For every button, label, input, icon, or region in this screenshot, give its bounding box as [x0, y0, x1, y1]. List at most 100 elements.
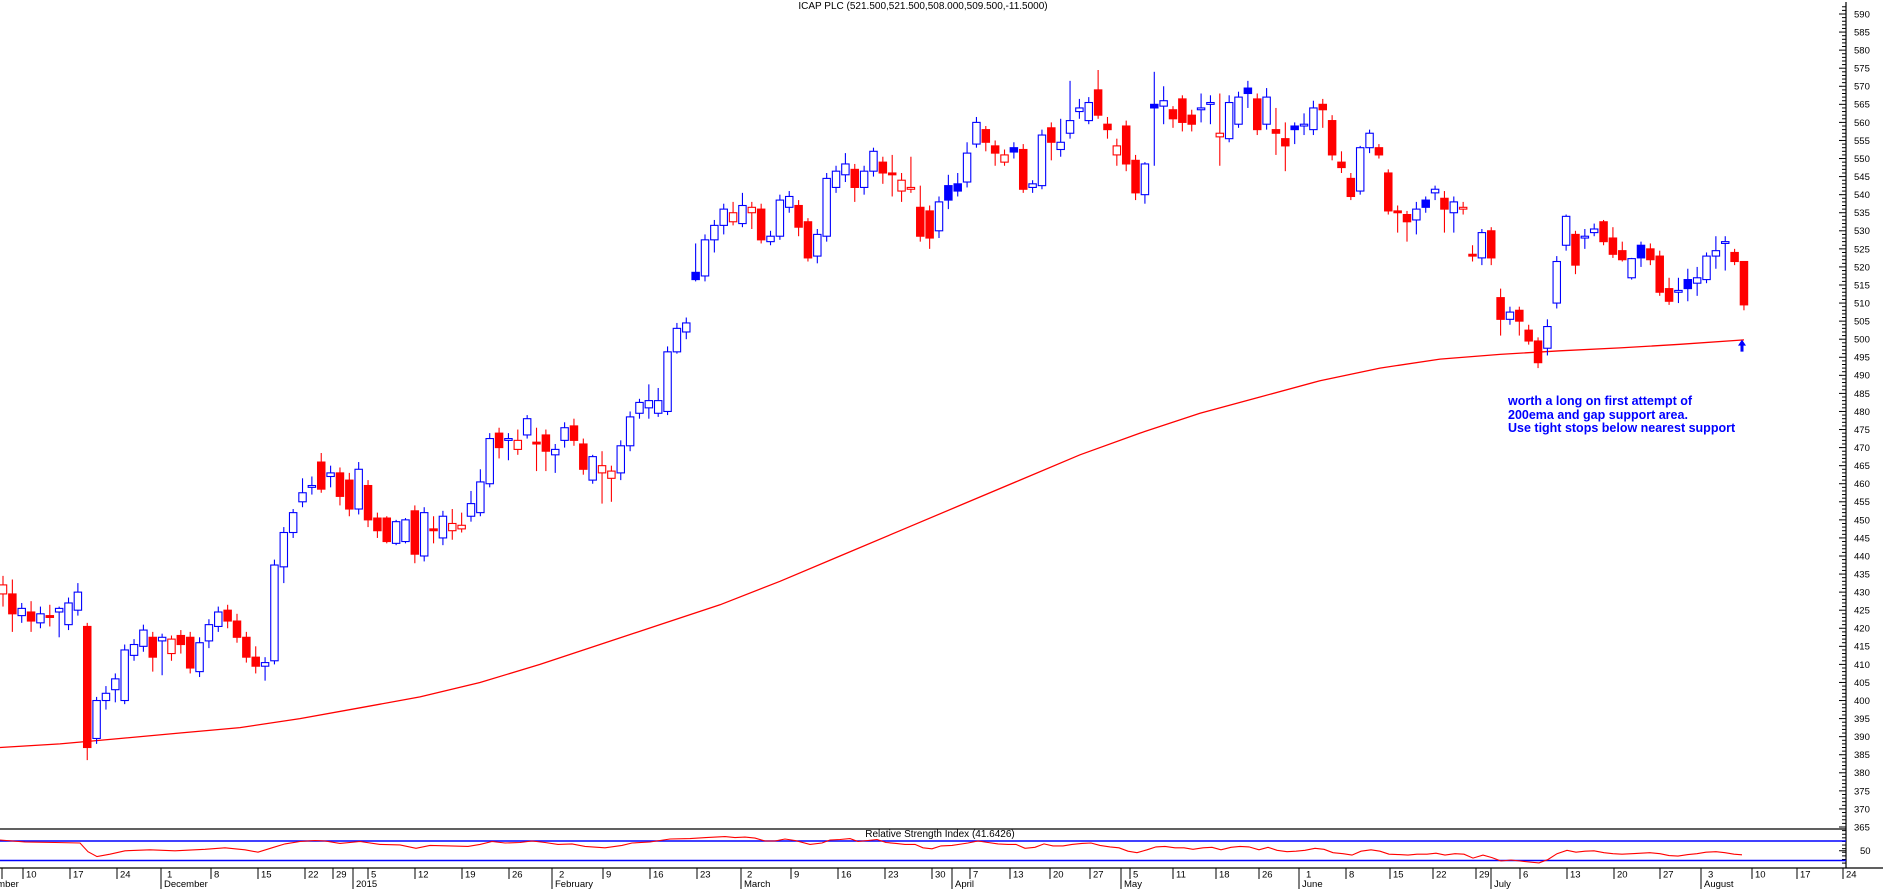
- price-axis-label: 555: [1854, 136, 1870, 147]
- candle-body: [129, 643, 139, 656]
- candle-body: [391, 521, 401, 544]
- candle-body: [139, 629, 148, 647]
- date-label: 13: [1570, 870, 1581, 881]
- candle-body: [663, 351, 672, 413]
- price-axis-label: 440: [1854, 551, 1870, 562]
- candle-body: [1655, 255, 1664, 293]
- price-axis-label: 570: [1854, 82, 1870, 93]
- candle-body: [728, 212, 738, 223]
- rsi-line: [0, 836, 1743, 864]
- date-label: 1: [167, 870, 172, 881]
- price-axis-label: 560: [1854, 118, 1870, 129]
- month-label: August: [1704, 879, 1734, 889]
- candle-body: [466, 503, 476, 517]
- candle-body: [1009, 147, 1019, 153]
- date-label: 30: [935, 870, 946, 881]
- date-label: 15: [1393, 870, 1404, 881]
- date-label: 2: [559, 870, 564, 881]
- price-axis-label: 370: [1854, 804, 1870, 815]
- candle-body: [120, 649, 129, 702]
- candle-body: [1561, 215, 1571, 246]
- candle-body: [644, 400, 654, 409]
- candle-body: [1018, 148, 1028, 190]
- candle-body: [1318, 103, 1328, 111]
- candle-body: [944, 185, 953, 201]
- date-label: 11: [1176, 870, 1186, 881]
- price-axis-label: 540: [1854, 190, 1870, 201]
- candle-body: [934, 201, 944, 232]
- candle-body: [869, 150, 878, 172]
- candle-body: [1028, 183, 1037, 188]
- price-axis-label: 470: [1854, 443, 1870, 454]
- candle-body: [54, 607, 64, 613]
- price-axis-label: 580: [1854, 46, 1870, 57]
- candle-body: [700, 239, 710, 277]
- trade-note-annotation: worth a long on first attempt of 200ema …: [1508, 394, 1736, 436]
- candle-body: [504, 438, 513, 441]
- candle-body: [8, 593, 17, 615]
- date-label: 1: [1306, 870, 1311, 881]
- candle-body: [232, 620, 242, 638]
- candle-body: [1327, 120, 1337, 156]
- candle-body: [279, 531, 289, 568]
- trade-note-line-3: Use tight stops below nearest support: [1508, 421, 1736, 435]
- candle-body: [550, 448, 560, 456]
- candle-body: [1309, 107, 1318, 131]
- price-axis-label: 480: [1854, 407, 1870, 418]
- candle-body: [345, 479, 354, 510]
- candle-body: [288, 512, 298, 534]
- candle-body: [1599, 221, 1608, 243]
- date-label: 19: [465, 870, 476, 881]
- candle-body: [1056, 141, 1065, 151]
- candle-body: [82, 625, 92, 749]
- date-label: 22: [308, 870, 319, 881]
- candle-body: [831, 170, 841, 188]
- candle-body: [45, 615, 55, 618]
- date-label: 20: [1617, 870, 1628, 881]
- candle-body: [1075, 107, 1084, 113]
- candle-body: [1739, 260, 1749, 306]
- price-axis-label: 400: [1854, 696, 1870, 707]
- candle-body: [1262, 96, 1271, 125]
- price-axis-label: 475: [1854, 425, 1870, 436]
- candle-body: [597, 465, 607, 474]
- candle-body: [532, 441, 541, 445]
- candle-body: [691, 271, 700, 281]
- candle-body: [1589, 228, 1599, 234]
- candle-body: [1168, 109, 1178, 120]
- candle-body: [850, 168, 860, 188]
- date-label: 8: [1349, 870, 1354, 881]
- price-axis-label: 430: [1854, 588, 1870, 599]
- month-label: May: [1124, 879, 1142, 889]
- candle-body: [185, 636, 195, 669]
- candle-body: [1271, 129, 1281, 134]
- candle-body: [0, 584, 8, 595]
- price-axis-label: 390: [1854, 732, 1870, 743]
- date-label: 18: [1219, 870, 1230, 881]
- date-label: 8: [214, 870, 219, 881]
- price-axis-label: 590: [1854, 9, 1870, 20]
- candle-body: [625, 416, 635, 447]
- candle-body: [1206, 101, 1215, 105]
- month-label: December: [164, 879, 208, 889]
- candle-body: [719, 208, 728, 226]
- date-label: 20: [1053, 870, 1064, 881]
- candle-body: [326, 472, 335, 478]
- date-label: 26: [1262, 870, 1273, 881]
- trade-note-line-2: 200ema and gap support area.: [1508, 407, 1688, 422]
- candle-body: [1412, 208, 1421, 221]
- candle-body: [1346, 177, 1356, 198]
- candle-body: [1692, 277, 1702, 284]
- candle-body: [887, 172, 897, 176]
- candle-body: [990, 145, 1000, 154]
- price-axis-label: 490: [1854, 371, 1870, 382]
- candle-body: [1299, 123, 1309, 127]
- candle-body: [157, 636, 167, 642]
- candle-body: [878, 161, 888, 174]
- price-axis-label: 380: [1854, 768, 1870, 779]
- date-label: 5: [1133, 870, 1138, 881]
- candle-body: [953, 183, 962, 192]
- candle-body: [410, 510, 420, 555]
- date-label: 29: [1479, 870, 1490, 881]
